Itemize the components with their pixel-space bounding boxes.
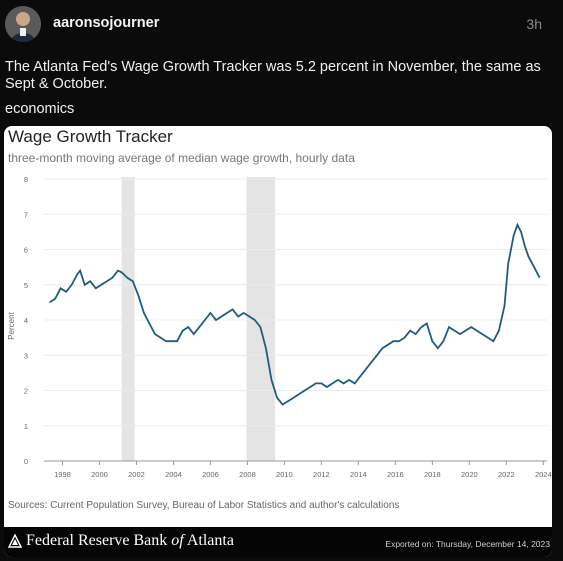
- post-tag[interactable]: economics: [5, 101, 75, 117]
- post-text: The Atlanta Fed's Wage Growth Tracker wa…: [5, 59, 541, 92]
- y-tick-label: 4: [24, 316, 28, 325]
- x-tick-label: 2014: [350, 470, 367, 479]
- avatar[interactable]: [5, 6, 41, 42]
- y-tick-label: 3: [24, 351, 28, 360]
- avatar-image: [5, 6, 41, 42]
- y-tick-label: 8: [24, 175, 28, 184]
- x-tick-label: 2010: [276, 470, 293, 479]
- x-tick-label: 2008: [239, 470, 256, 479]
- recession-band: [121, 177, 135, 461]
- x-tick-label: 1998: [54, 470, 71, 479]
- series-line: [49, 222, 541, 406]
- fed-logo-icon: [8, 534, 22, 548]
- x-tick-label: 2022: [498, 470, 515, 479]
- x-tick-label: 2004: [165, 470, 182, 479]
- y-tick-label: 6: [24, 246, 28, 255]
- x-tick-label: 2002: [128, 470, 145, 479]
- y-tick-label: 7: [24, 210, 28, 219]
- x-tick-label: 2006: [202, 470, 219, 479]
- timestamp: 3h: [526, 16, 542, 32]
- chart-title: Wage Growth Tracker: [8, 127, 173, 146]
- footer-bar: Federal Reserve Bank of Atlanta Exported…: [4, 527, 552, 557]
- fed-bank-name-part2: Atlanta: [183, 532, 234, 549]
- fed-bank-name-part1: Federal Reserve Bank: [26, 532, 172, 549]
- x-tick-label: 2020: [461, 470, 478, 479]
- x-tick-label: 2012: [313, 470, 330, 479]
- recession-band: [246, 177, 276, 461]
- y-tick-label: 0: [24, 457, 28, 466]
- chart-card[interactable]: Wage Growth Tracker three-month moving a…: [4, 126, 552, 557]
- chart-source: Sources: Current Population Survey, Bure…: [8, 500, 400, 511]
- fed-bank-name: Federal Reserve Bank of Atlanta: [26, 532, 234, 550]
- export-date: Exported on: Thursday, December 14, 2023: [385, 539, 550, 549]
- username[interactable]: aaronsojourner: [53, 15, 160, 31]
- y-tick-label: 2: [24, 387, 28, 396]
- x-tick-label: 2024: [535, 470, 552, 479]
- y-axis-label: Percent: [7, 311, 16, 339]
- fed-bank-name-of: of: [171, 532, 184, 549]
- x-tick-label: 2000: [91, 470, 108, 479]
- y-tick-label: 5: [24, 281, 28, 290]
- y-tick-label: 1: [24, 422, 28, 431]
- chart-subtitle: three-month moving average of median wag…: [8, 151, 355, 165]
- wage-growth-chart: 0 1 2 3 4 5 6 7 8 1998 2000 2002 2004 2006 2008 2010 20…: [7, 175, 552, 479]
- x-tick-label: 2016: [387, 470, 404, 479]
- x-tick-label: 2018: [424, 470, 441, 479]
